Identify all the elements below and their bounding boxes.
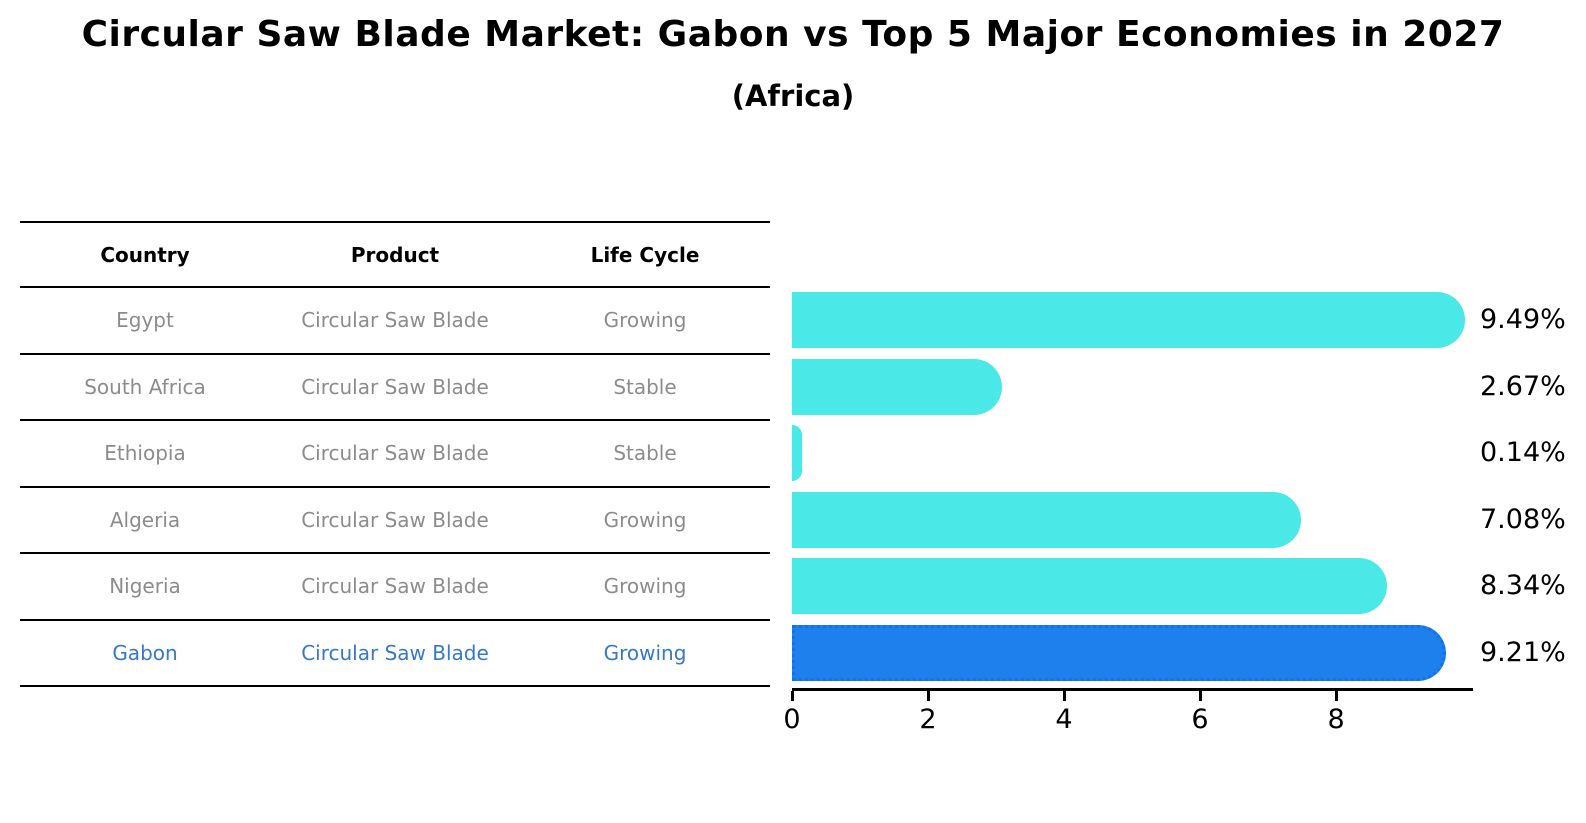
- cell-product: Circular Saw Blade: [301, 640, 489, 665]
- table-row-gabon: Gabon Circular Saw Blade Growing: [20, 621, 770, 687]
- bar-nigeria: [792, 558, 1388, 615]
- x-axis: [792, 688, 1473, 691]
- cell-country: Gabon: [112, 640, 178, 665]
- bar-egypt: [792, 292, 1466, 349]
- table-row-ethiopia: Ethiopia Circular Saw Blade Stable: [20, 421, 770, 488]
- bar-value-label-ethiopia: 0.14%: [1480, 437, 1566, 469]
- bar-value-label-egypt: 9.49%: [1480, 304, 1566, 336]
- x-tick-label: 2: [919, 704, 937, 735]
- bar-value-label-gabon: 9.21%: [1480, 636, 1566, 668]
- cell-life-cycle: Stable: [613, 374, 677, 399]
- cell-country: Algeria: [109, 507, 181, 532]
- x-tick-mark: [926, 691, 930, 701]
- cell-product: Circular Saw Blade: [301, 308, 489, 333]
- table-row-south-africa: South Africa Circular Saw Blade Stable: [20, 355, 770, 421]
- cell-product: Circular Saw Blade: [301, 507, 489, 532]
- bar-value-label-south-africa: 2.67%: [1480, 370, 1566, 402]
- x-tick-mark: [1062, 691, 1066, 701]
- table-row-egypt: Egypt Circular Saw Blade Growing: [20, 288, 770, 355]
- x-tick-label: 6: [1191, 704, 1209, 735]
- chart-title: Circular Saw Blade Market: Gabon vs Top …: [81, 14, 1505, 55]
- cell-life-cycle: Growing: [603, 574, 687, 599]
- bar-value-label-algeria: 7.08%: [1480, 503, 1566, 535]
- column-header-product: Product: [350, 242, 440, 267]
- market-table: Country Product Life Cycle Egypt Circular Sa…: [20, 221, 770, 687]
- cell-product: Circular Saw Blade: [301, 374, 489, 399]
- cell-life-cycle: Stable: [613, 441, 677, 466]
- x-tick-label: 4: [1055, 704, 1073, 735]
- bar-ethiopia: [792, 425, 802, 482]
- cell-life-cycle: Growing: [603, 507, 687, 532]
- bar-algeria: [792, 491, 1302, 548]
- column-header-life-cycle: Life Cycle: [590, 242, 700, 267]
- cell-life-cycle: Growing: [603, 308, 687, 333]
- cell-country: Ethiopia: [104, 441, 186, 466]
- table-row-algeria: Algeria Circular Saw Blade Growing: [20, 488, 770, 554]
- cell-life-cycle: Growing: [603, 640, 687, 665]
- cell-product: Circular Saw Blade: [301, 574, 489, 599]
- bar-value-label-nigeria: 8.34%: [1480, 570, 1566, 602]
- bar-gabon: [792, 624, 1447, 681]
- cell-country: Egypt: [116, 308, 174, 333]
- x-tick-label: 8: [1327, 704, 1345, 735]
- x-tick-mark: [1198, 691, 1202, 701]
- bar-plot: 9.49% 2.67% 0.14% 7.08% 8.34% 9.21% 0 2 4 6 8: [783, 221, 1586, 741]
- bar-south-africa: [792, 358, 1002, 415]
- chart-subtitle: (Africa): [731, 79, 855, 113]
- x-tick-mark: [790, 691, 794, 701]
- column-header-country: Country: [100, 242, 190, 267]
- x-tick-mark: [1334, 691, 1338, 701]
- table-row-nigeria: Nigeria Circular Saw Blade Growing: [20, 554, 770, 621]
- cell-country: Nigeria: [109, 574, 181, 599]
- cell-country: South Africa: [84, 374, 206, 399]
- x-tick-label: 0: [783, 704, 801, 735]
- cell-product: Circular Saw Blade: [301, 441, 489, 466]
- table-header-row: Country Product Life Cycle: [20, 223, 770, 288]
